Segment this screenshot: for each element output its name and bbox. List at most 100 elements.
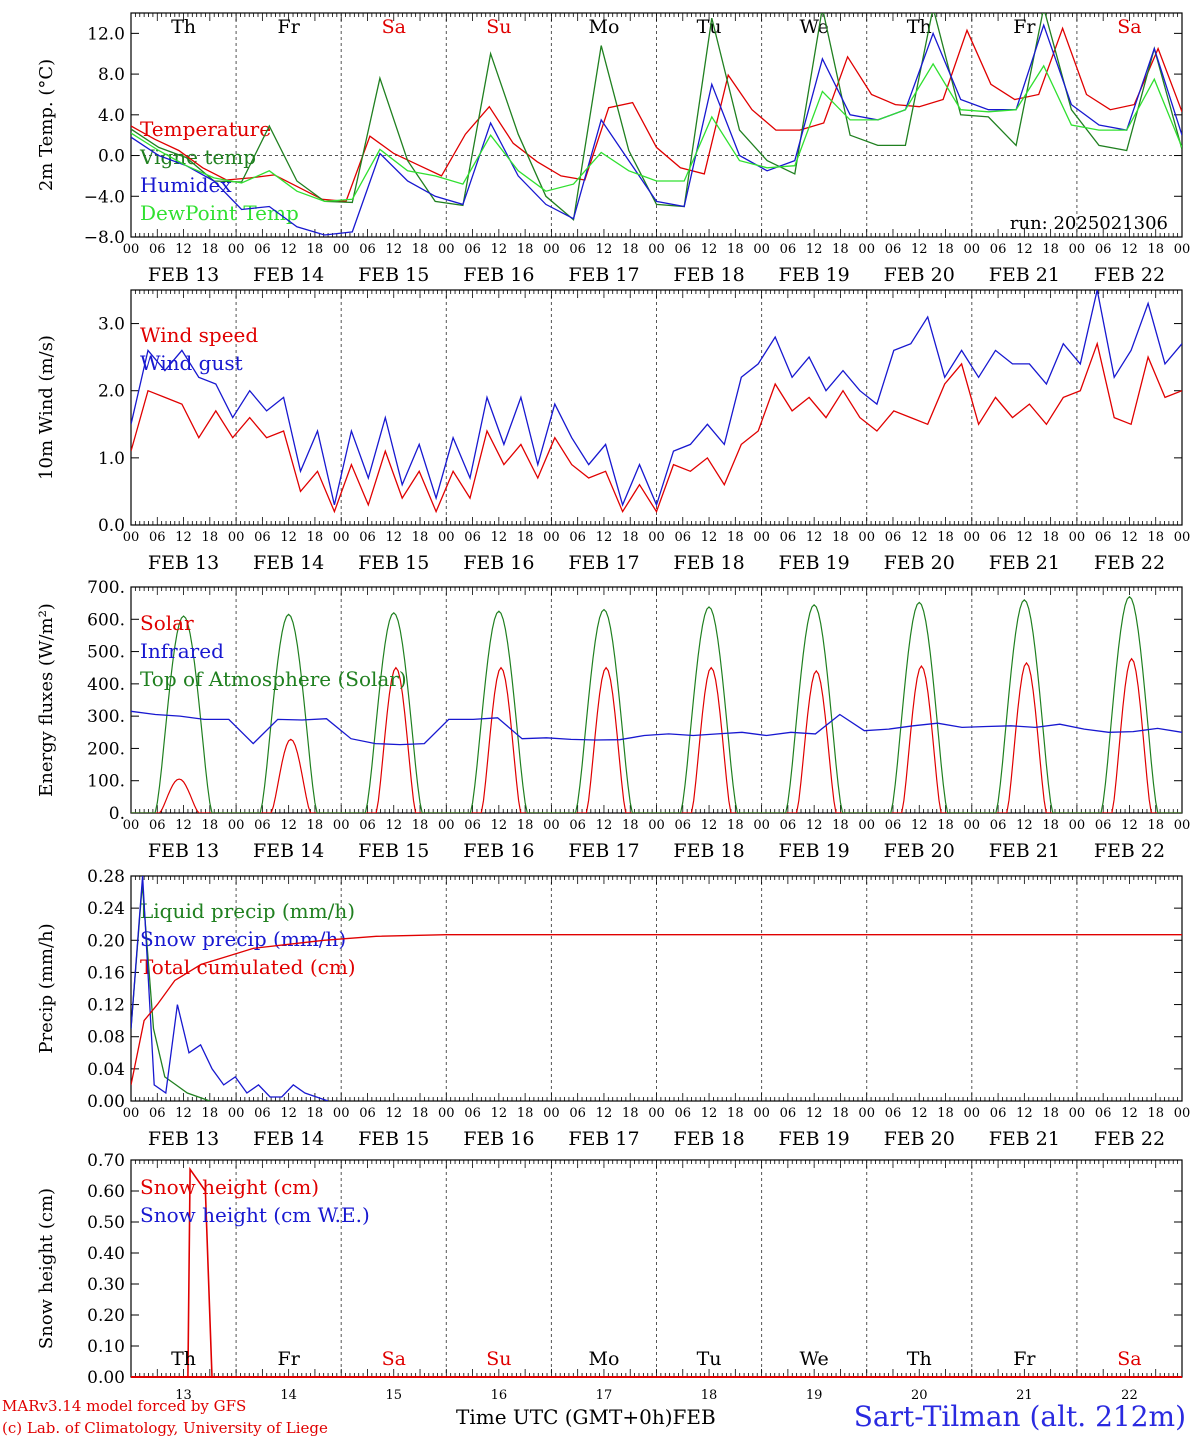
weekday-label: Sa	[382, 1348, 406, 1370]
panel-2: 3.0 2.0 1.0 0.0 10m Wind (m/s) 00 06 12 18 00 06 12…	[36, 289, 1191, 574]
hour-tick-label: 00	[753, 242, 770, 257]
hour-tick-label: 06	[359, 1106, 376, 1121]
y-tick-label: −4.0	[84, 187, 125, 207]
date-label: FEB 13	[148, 264, 219, 286]
date-label: FEB 16	[463, 840, 534, 862]
hour-tick-label: 00	[543, 1106, 560, 1121]
hour-tick-label: 12	[596, 242, 613, 257]
hour-tick-label: 00	[1174, 530, 1191, 545]
y-tick-label: 0.60	[87, 1182, 125, 1202]
hour-tick-label: 00	[858, 1106, 875, 1121]
legend-entry: Infrared	[140, 639, 224, 663]
series-total-cumulated-cm-	[131, 934, 1182, 1086]
hour-tick-label: 06	[780, 530, 797, 545]
hour-tick-label: 00	[964, 242, 981, 257]
legend-entry: Humidex	[140, 173, 232, 197]
y-tick-label: 100.	[87, 772, 125, 792]
x-axis-label: Time UTC (GMT+0h)FEB	[456, 1405, 716, 1429]
y-tick-label: 0.	[109, 804, 125, 824]
series-solar	[131, 657, 1182, 813]
hour-tick-label: 06	[990, 530, 1007, 545]
hour-tick-label: 00	[753, 530, 770, 545]
hour-tick-label: 06	[464, 818, 481, 833]
hour-tick-label: 06	[254, 1106, 271, 1121]
weekday-label: Su	[486, 1348, 511, 1370]
hour-tick-label: 12	[1121, 818, 1138, 833]
hour-tick-label: 18	[1042, 242, 1059, 257]
date-label: FEB 14	[253, 264, 324, 286]
hour-tick-label: 12	[911, 818, 928, 833]
hour-tick-label: 06	[359, 530, 376, 545]
weekday-label: Th	[907, 16, 932, 38]
hour-tick-label: 06	[149, 818, 166, 833]
hour-tick-label: 18	[622, 1106, 639, 1121]
hour-tick-label: 18	[1147, 530, 1164, 545]
hour-tick-label: 18	[1042, 530, 1059, 545]
hour-tick-label: 06	[780, 242, 797, 257]
hour-tick-label: 18	[1042, 818, 1059, 833]
hour-tick-label: 18	[937, 1106, 954, 1121]
date-label: FEB 13	[148, 840, 219, 862]
hour-tick-label: 06	[569, 530, 586, 545]
hour-tick-label: 06	[254, 818, 271, 833]
date-label: FEB 20	[884, 264, 955, 286]
legend-entry: Temperature	[140, 117, 271, 141]
hour-tick-label: 06	[885, 1106, 902, 1121]
hour-tick-label: 00	[1069, 530, 1086, 545]
hour-tick-label: 18	[412, 530, 429, 545]
y-tick-label: 0.00	[87, 1092, 125, 1112]
hour-tick-label: 18	[517, 1106, 534, 1121]
y-tick-label: 3.0	[98, 315, 125, 335]
legend-entry: Liquid precip (mm/h)	[140, 899, 355, 923]
weekday-label: Sa	[1117, 16, 1141, 38]
hour-tick-label: 18	[727, 818, 744, 833]
hour-tick-label: 18	[307, 818, 324, 833]
hour-tick-label: 18	[517, 242, 534, 257]
date-label: FEB 17	[568, 840, 639, 862]
date-label: FEB 18	[673, 264, 744, 286]
hour-tick-label: 06	[254, 242, 271, 257]
hour-tick-label: 12	[280, 818, 297, 833]
hour-tick-label: 00	[858, 818, 875, 833]
hour-tick-label: 18	[832, 530, 849, 545]
series-top-of-atmosphere-solar-	[131, 595, 1182, 813]
y-tick-label: 2.0	[98, 382, 125, 402]
hour-tick-label: 00	[543, 530, 560, 545]
hour-tick-label: 00	[648, 530, 665, 545]
hour-tick-label: 18	[1147, 1106, 1164, 1121]
hour-tick-label: 00	[228, 242, 245, 257]
hour-tick-label: 06	[990, 1106, 1007, 1121]
day-number-label: 16	[491, 1388, 508, 1403]
y-axis-label: Energy fluxes (W/m²)	[36, 603, 57, 797]
hour-tick-label: 00	[123, 530, 140, 545]
hour-tick-label: 12	[911, 530, 928, 545]
hour-tick-label: 06	[990, 818, 1007, 833]
hour-tick-label: 00	[1069, 818, 1086, 833]
hour-tick-label: 12	[1016, 242, 1033, 257]
hour-tick-label: 00	[1174, 1106, 1191, 1121]
date-label: FEB 15	[358, 1128, 429, 1150]
hour-tick-label: 12	[806, 242, 823, 257]
hour-tick-label: 06	[359, 242, 376, 257]
date-label: FEB 16	[463, 264, 534, 286]
date-label: FEB 20	[884, 552, 955, 574]
panel-1: 12.0 8.0 4.0 0.0 −4.0 −8.0 2m Temp. (°C) 00 06 12…	[36, 12, 1190, 286]
hour-tick-label: 06	[885, 818, 902, 833]
date-label: FEB 14	[253, 840, 324, 862]
hour-tick-label: 00	[753, 818, 770, 833]
hour-tick-label: 00	[648, 242, 665, 257]
run-label: run: 2025021306	[1010, 213, 1168, 234]
hour-tick-label: 12	[175, 818, 192, 833]
date-label: FEB 20	[884, 840, 955, 862]
date-label: FEB 19	[779, 840, 850, 862]
date-label: FEB 17	[568, 264, 639, 286]
date-label: FEB 22	[1094, 1128, 1165, 1150]
hour-tick-label: 06	[780, 1106, 797, 1121]
hour-tick-label: 18	[202, 818, 219, 833]
date-label: FEB 16	[463, 552, 534, 574]
hour-tick-label: 12	[911, 242, 928, 257]
hour-tick-label: 00	[964, 818, 981, 833]
y-tick-label: 0.00	[87, 1368, 125, 1388]
hour-tick-label: 12	[701, 530, 718, 545]
